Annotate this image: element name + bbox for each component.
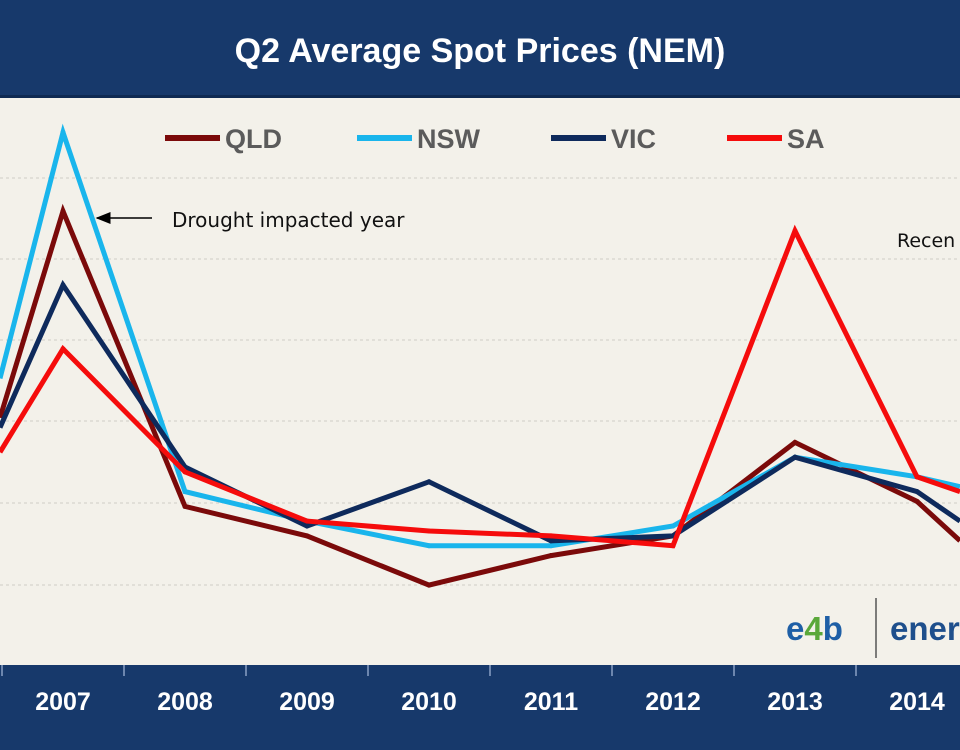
logo-company: ener bbox=[890, 610, 960, 647]
x-tick-label-2012: 2012 bbox=[645, 688, 701, 716]
annotation-recent: Recen bbox=[897, 230, 955, 252]
logo: e4b ener bbox=[786, 598, 960, 658]
point-vic-2014 bbox=[914, 489, 920, 495]
legend-label-vic: VIC bbox=[611, 124, 656, 154]
series-lines bbox=[0, 123, 960, 588]
x-tick-label-2014: 2014 bbox=[889, 688, 945, 716]
header-bar bbox=[0, 0, 960, 95]
point-vic-2007 bbox=[60, 282, 66, 288]
annotation-drought: Drought impacted year bbox=[172, 208, 405, 232]
x-tick-label-2010: 2010 bbox=[401, 688, 457, 716]
logo-brand-e: e bbox=[786, 610, 804, 647]
point-sa-2007 bbox=[60, 346, 66, 352]
point-vic-2013 bbox=[792, 454, 798, 460]
logo-brand-b: b bbox=[823, 610, 843, 647]
footer-bar bbox=[0, 665, 960, 750]
logo-brand: e4b bbox=[786, 610, 843, 647]
header-divider bbox=[0, 95, 960, 98]
point-sa-2013 bbox=[792, 228, 798, 234]
gridlines bbox=[0, 177, 960, 586]
x-tick-label-2007: 2007 bbox=[35, 688, 91, 716]
series-line-vic bbox=[0, 279, 960, 544]
chart-title: Q2 Average Spot Prices (NEM) bbox=[235, 32, 726, 70]
point-qld-2008 bbox=[182, 503, 188, 509]
point-sa-2008 bbox=[182, 469, 188, 475]
point-vic-2009 bbox=[304, 523, 310, 529]
point-sa-2009 bbox=[304, 518, 310, 524]
legend-label-qld: QLD bbox=[225, 124, 282, 154]
point-qld-2014 bbox=[914, 498, 920, 504]
series-line-sa bbox=[0, 224, 960, 549]
point-qld-2010 bbox=[426, 582, 432, 588]
x-tick-label-2013: 2013 bbox=[767, 688, 823, 716]
legend: QLD NSW VIC SA bbox=[165, 124, 825, 154]
point-nsw-2008 bbox=[182, 489, 188, 495]
series-line-qld bbox=[0, 203, 960, 588]
point-vic-2011 bbox=[548, 538, 554, 544]
point-nsw-2007 bbox=[60, 129, 66, 135]
point-sa-2012 bbox=[670, 543, 676, 549]
point-qld-2009 bbox=[304, 533, 310, 539]
point-nsw-2011 bbox=[548, 543, 554, 549]
point-nsw-2012 bbox=[670, 523, 676, 529]
x-tick-label-2009: 2009 bbox=[279, 688, 335, 716]
x-tick-label-2008: 2008 bbox=[157, 688, 213, 716]
x-tick-label-2011: 2011 bbox=[524, 688, 578, 716]
point-sa-2010 bbox=[426, 528, 432, 534]
point-qld-2007 bbox=[60, 208, 66, 214]
legend-label-sa: SA bbox=[787, 124, 825, 154]
point-qld-2013 bbox=[792, 439, 798, 445]
point-vic-2010 bbox=[426, 479, 432, 485]
point-sa-2014 bbox=[914, 474, 920, 480]
point-sa-2011 bbox=[548, 533, 554, 539]
point-qld-2011 bbox=[548, 553, 554, 559]
x-axis: 2007 2008 2009 2010 2011 2012 2013 2014 bbox=[1, 665, 945, 716]
point-nsw-2010 bbox=[426, 543, 432, 549]
legend-label-nsw: NSW bbox=[417, 124, 481, 154]
series-line-nsw bbox=[0, 123, 960, 549]
logo-brand-digit: 4 bbox=[804, 610, 823, 647]
